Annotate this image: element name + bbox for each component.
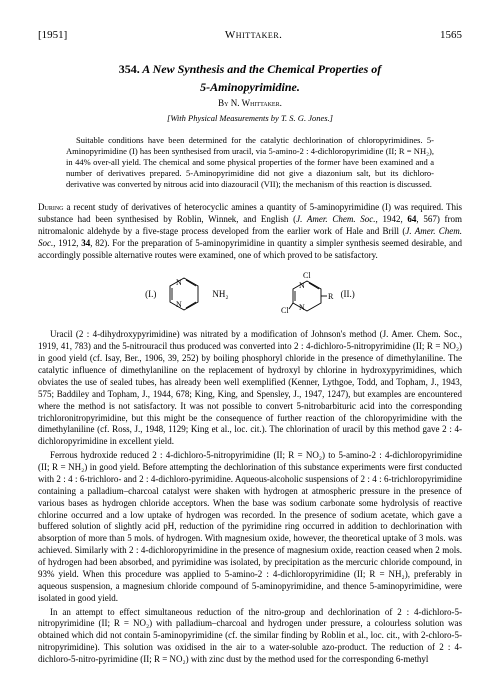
body-para-3: Ferrous hydroxide reduced 2 : 4-dichloro… <box>38 450 462 604</box>
header-year: [1951] <box>38 28 67 43</box>
hexagon-icon: Cl N N Cl R <box>279 271 335 317</box>
byline: By N. Whittaker. <box>38 97 462 109</box>
title-line2: 5-Aminopyrimidine. <box>38 79 462 95</box>
diagram-2-label: (II.) <box>341 288 355 300</box>
page-header: [1951] Whittaker. 1565 <box>38 28 462 43</box>
subline: [With Physical Measurements by T. S. G. … <box>38 113 462 124</box>
svg-text:R: R <box>328 292 334 301</box>
abstract: Suitable conditions have been determined… <box>66 135 434 190</box>
diagram-1: (I.) N N NH₂ <box>145 274 228 314</box>
diagram-1-label: (I.) <box>145 288 156 300</box>
header-page: 1565 <box>440 28 462 43</box>
header-author: Whittaker. <box>225 28 282 43</box>
diagram-1-substituent: NH₂ <box>212 288 228 300</box>
svg-text:Cl: Cl <box>281 306 289 315</box>
svg-text:N: N <box>299 281 305 290</box>
body-para-4: In an attempt to effect simultaneous red… <box>38 607 462 666</box>
svg-text:N: N <box>176 278 182 287</box>
title-block: 354. A New Synthesis and the Chemical Pr… <box>38 61 462 125</box>
article-number: 354. <box>119 62 140 76</box>
para1-text: a recent study of derivatives of heteroc… <box>38 202 462 260</box>
svg-text:N: N <box>176 300 182 309</box>
title-line1: A New Synthesis and the Chemical Propert… <box>142 62 381 76</box>
svg-text:Cl: Cl <box>303 271 311 280</box>
body-para-2: Uracil (2 : 4-dihydroxypyrimidine) was n… <box>38 329 462 448</box>
article-title: 354. A New Synthesis and the Chemical Pr… <box>38 61 462 77</box>
hexagon-icon: N N <box>162 274 206 314</box>
body-para-1: During a recent study of derivatives of … <box>38 202 462 261</box>
lead-word: During <box>38 202 64 212</box>
svg-text:N: N <box>299 303 305 312</box>
structure-diagrams: (I.) N N NH₂ Cl N N Cl R (II.) <box>38 271 462 317</box>
diagram-2: Cl N N Cl R (II.) <box>279 271 355 317</box>
